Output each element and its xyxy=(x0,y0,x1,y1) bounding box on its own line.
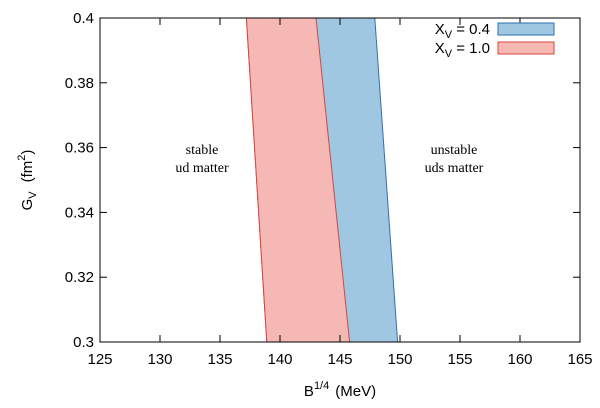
legend-label-sub: V xyxy=(445,29,453,41)
y-axis-title-sub: V xyxy=(27,191,39,199)
annotation-2: unstable uds matter xyxy=(425,143,484,176)
y-axis-title: GV (fm2) xyxy=(16,150,39,211)
x-tick-label: 125 xyxy=(87,351,112,368)
annotation-1: stable ud matter xyxy=(175,143,229,176)
annotation-line: unstable xyxy=(431,143,478,158)
y-tick-label: 0.32 xyxy=(65,269,94,286)
legend-label-2: XV = 1.0 xyxy=(435,40,490,60)
y-axis-title-base: G xyxy=(19,199,36,211)
x-axis-title-unit: (MeV) xyxy=(335,383,376,400)
x-tick-label: 150 xyxy=(387,351,412,368)
x-axis-title-base: B xyxy=(304,383,314,400)
annotation-line: ud matter xyxy=(175,161,229,176)
x-tick-label: 155 xyxy=(447,351,472,368)
ticks-layer: 125 130 135 140 145 150 155 160 165 0.3 0.32 0.34 0.… xyxy=(65,10,593,368)
legend-label-rest: = 1.0 xyxy=(452,40,490,57)
legend-swatch-1 xyxy=(497,22,555,36)
x-tick-label: 130 xyxy=(147,351,172,368)
x-tick-label: 140 xyxy=(267,351,292,368)
annotations-layer: stable ud matter unstable uds matter xyxy=(175,143,483,176)
legend: XV = 0.4XV = 1.0 xyxy=(435,21,555,60)
legend-label-rest: = 0.4 xyxy=(452,21,490,38)
legend-label-base: X xyxy=(435,21,445,38)
y-tick-label: 0.38 xyxy=(65,75,94,92)
x-tick-label: 160 xyxy=(507,351,532,368)
x-axis-title-sup: 1/4 xyxy=(314,380,329,392)
y-tick-label: 0.36 xyxy=(65,140,94,157)
x-tick-label: 145 xyxy=(327,351,352,368)
y-tick-label: 0.4 xyxy=(73,10,94,27)
x-tick-label: 165 xyxy=(567,351,592,368)
legend-label-1: XV = 0.4 xyxy=(435,21,490,41)
legend-label-sub: V xyxy=(445,48,453,60)
y-axis-title-unit-sup: 2 xyxy=(16,155,28,161)
x-tick-label: 135 xyxy=(207,351,232,368)
y-axis-title-unit-open: (fm xyxy=(19,161,36,183)
annotation-line: uds matter xyxy=(425,161,484,176)
y-tick-label: 0.3 xyxy=(73,334,94,351)
legend-label-base: X xyxy=(435,40,445,57)
x-axis-title: B1/4 (MeV) xyxy=(304,380,376,400)
bands-layer xyxy=(245,17,399,343)
y-tick-label: 0.34 xyxy=(65,204,94,221)
y-axis-title-unit-close: ) xyxy=(19,150,36,155)
legend-swatch-2 xyxy=(497,41,555,55)
annotation-line: stable xyxy=(186,143,219,158)
